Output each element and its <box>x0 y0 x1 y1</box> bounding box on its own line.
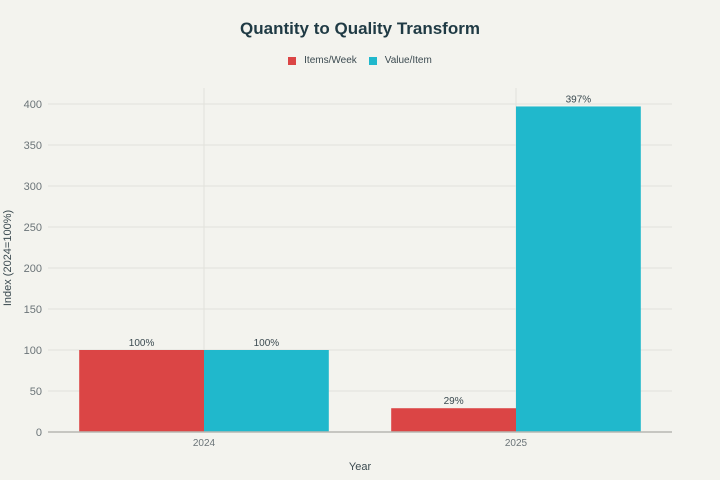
y-tick-label: 400 <box>24 99 42 111</box>
data-label: 100% <box>129 338 155 349</box>
legend-item-value-item[interactable]: Value/Item <box>368 55 432 66</box>
data-label: 397% <box>566 94 592 105</box>
bar <box>391 408 516 432</box>
y-tick-label: 350 <box>24 140 42 152</box>
chart-title: Quantity to Quality Transform <box>240 19 480 38</box>
y-tick-label: 100 <box>24 345 42 357</box>
legend-swatch-cyan <box>368 56 377 65</box>
y-tick-label: 200 <box>24 263 42 275</box>
bar <box>516 106 641 433</box>
y-tick-label: 50 <box>30 386 42 398</box>
bar <box>204 350 329 432</box>
data-label: 29% <box>444 396 464 407</box>
x-tick-label: 2025 <box>505 438 528 449</box>
bar <box>79 350 204 432</box>
y-tick-label: 300 <box>24 181 42 193</box>
data-label: 100% <box>254 338 280 349</box>
legend-label: Items/Week <box>304 55 357 66</box>
legend-swatch-red <box>288 56 297 65</box>
x-axis-label: Year <box>348 461 372 473</box>
y-tick-label: 0 <box>36 427 42 439</box>
x-tick-label: 2024 <box>193 438 216 449</box>
y-tick-label: 250 <box>24 222 42 234</box>
legend-label: Value/Item <box>384 55 432 66</box>
legend: Items/Week Value/Item <box>0 55 720 66</box>
legend-item-items-week[interactable]: Items/Week <box>288 55 357 66</box>
y-tick-label: 150 <box>24 304 42 316</box>
